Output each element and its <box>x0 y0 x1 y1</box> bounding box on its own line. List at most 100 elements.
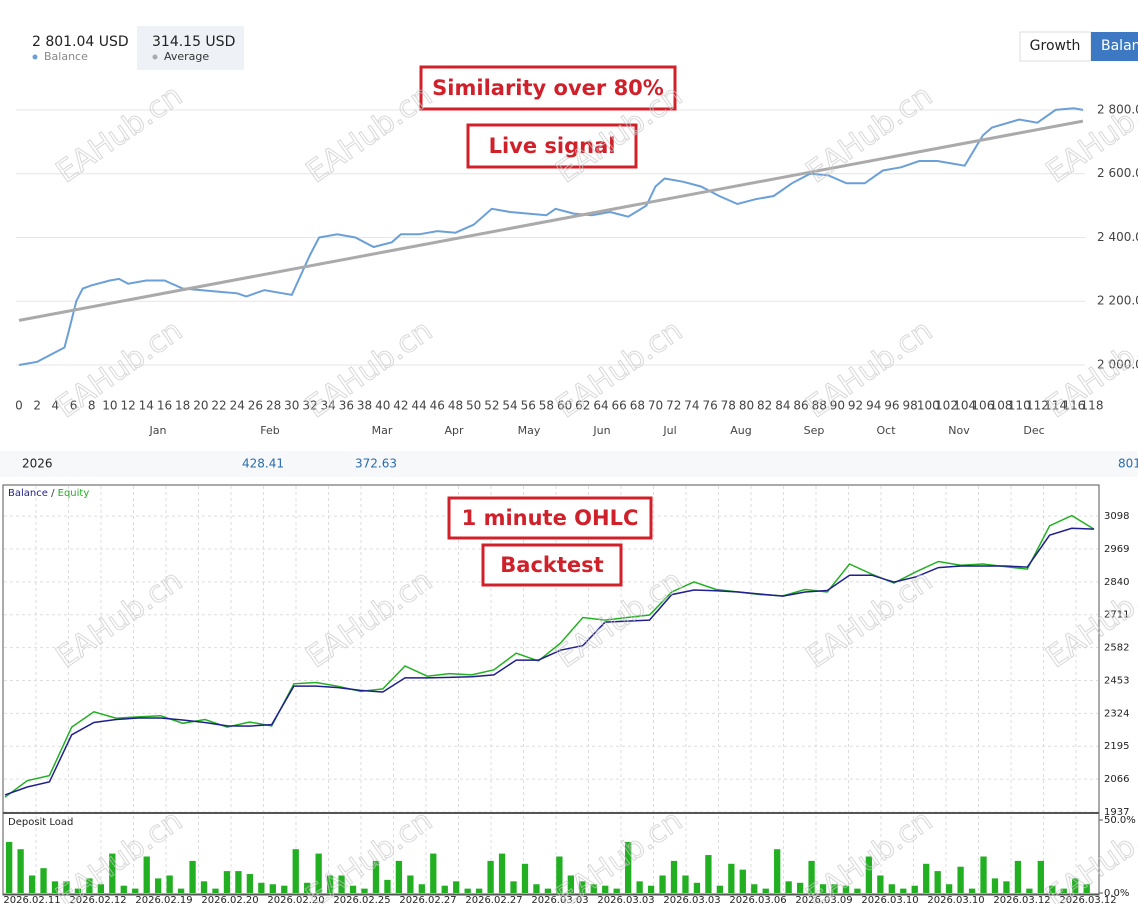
bar <box>349 885 357 893</box>
panel-title: Deposit Load <box>8 817 73 828</box>
legend-label: Balance <box>44 50 88 63</box>
bar <box>991 878 999 893</box>
bar <box>567 875 574 893</box>
bar <box>968 888 976 893</box>
series-line <box>4 514 1095 798</box>
x-tick-label: 2026.03.09 <box>795 895 852 904</box>
y-tick-label: 2840 <box>1104 577 1129 588</box>
growth-button[interactable] <box>1019 31 1092 62</box>
y-tick-label: 50.0% <box>1104 815 1136 826</box>
bar <box>109 853 116 893</box>
bar <box>510 881 517 893</box>
bar <box>326 875 334 893</box>
bar <box>1083 884 1090 893</box>
x-tick-label: 36 <box>339 399 354 413</box>
x-tick-label: 2 <box>33 399 41 413</box>
x-tick-label: 16 <box>157 399 172 413</box>
series-line <box>4 527 1095 796</box>
x-tick-label: 2026.02.12 <box>69 895 126 904</box>
bar <box>384 879 391 893</box>
bar <box>1026 888 1033 893</box>
bar <box>51 881 59 893</box>
x-tick-label: 58 <box>539 399 554 413</box>
x-tick-label: 74 <box>684 399 699 413</box>
x-tick-label: 114 <box>1044 399 1067 413</box>
bar <box>498 853 506 893</box>
month-label: Jun <box>592 424 610 437</box>
legend-dot <box>152 54 158 60</box>
bar <box>900 888 907 893</box>
x-tick-label: 14 <box>139 399 154 413</box>
x-tick-label: 92 <box>848 399 863 413</box>
y-tick-label: 2324 <box>1104 708 1129 719</box>
bar <box>923 863 930 893</box>
bar <box>464 888 471 893</box>
x-tick-label: 10 <box>102 399 117 413</box>
bar <box>739 869 746 893</box>
month-label: May <box>518 424 541 437</box>
bar <box>625 841 632 893</box>
stat-value: 2 801.04 USD <box>32 34 129 50</box>
bar <box>865 856 873 893</box>
x-tick-label: 88 <box>812 399 827 413</box>
bar <box>28 875 36 893</box>
y-tick-label: 2 800.0 <box>1097 102 1138 116</box>
bar <box>1049 885 1056 893</box>
annotation-box <box>419 65 677 111</box>
bar <box>430 853 437 893</box>
y-tick-label: 2582 <box>1104 643 1129 654</box>
bar <box>716 885 724 893</box>
bar <box>6 841 13 893</box>
bar <box>315 853 322 893</box>
y-tick-label: 2453 <box>1104 675 1129 686</box>
bar <box>877 875 884 893</box>
bar <box>705 855 712 893</box>
x-tick-label: 42 <box>393 399 408 413</box>
bar <box>292 849 299 893</box>
x-tick-label: 38 <box>357 399 372 413</box>
bar <box>647 885 655 893</box>
year-row-cell: 428.41 <box>242 457 284 471</box>
x-tick-label: 8 <box>88 399 96 413</box>
y-tick-label: 0.0% <box>1104 888 1129 899</box>
x-tick-label: 2026.03.12 <box>1059 895 1116 904</box>
bar <box>831 884 838 893</box>
balance-button[interactable] <box>1091 32 1138 61</box>
y-tick-label: 2711 <box>1104 610 1129 621</box>
bar <box>1060 888 1067 893</box>
bar <box>166 875 173 893</box>
bar <box>86 878 93 893</box>
bar <box>957 866 964 893</box>
x-tick-label: 0 <box>15 399 23 413</box>
legend-dot <box>32 54 38 60</box>
x-tick-label: 78 <box>721 399 736 413</box>
x-tick-label: 2026.02.19 <box>135 895 192 904</box>
x-tick-label: 56 <box>521 399 536 413</box>
month-label: Feb <box>260 424 279 437</box>
x-tick-label: 76 <box>702 399 717 413</box>
x-tick-label: 2026.02.25 <box>333 895 390 904</box>
annotation-text: Similarity over 80% <box>432 76 664 100</box>
month-label: Jul <box>662 424 676 437</box>
series-line <box>18 107 1084 366</box>
annotation-text: 1 minute OHLC <box>462 506 639 530</box>
x-tick-label: 96 <box>884 399 899 413</box>
y-tick-label: 2 400.0 <box>1097 230 1138 244</box>
annotation-box <box>481 543 623 587</box>
x-tick-label: 116 <box>1062 399 1085 413</box>
balance-button-label[interactable]: Balance <box>1101 38 1138 54</box>
stat-box <box>137 26 244 70</box>
x-tick-label: 20 <box>193 399 208 413</box>
x-tick-label: 2026.03.12 <box>993 895 1050 904</box>
x-tick-label: 2026.02.11 <box>3 895 60 904</box>
bar <box>636 881 643 893</box>
annotation-box <box>466 123 638 169</box>
x-tick-label: 6 <box>70 399 78 413</box>
x-tick-label: 50 <box>466 399 481 413</box>
growth-button-label[interactable]: Growth <box>1030 38 1081 54</box>
legend: Balance / Equity <box>8 488 89 499</box>
x-tick-label: 12 <box>120 399 135 413</box>
x-tick-label: 30 <box>284 399 299 413</box>
bar <box>1014 860 1022 893</box>
bar <box>453 881 460 893</box>
